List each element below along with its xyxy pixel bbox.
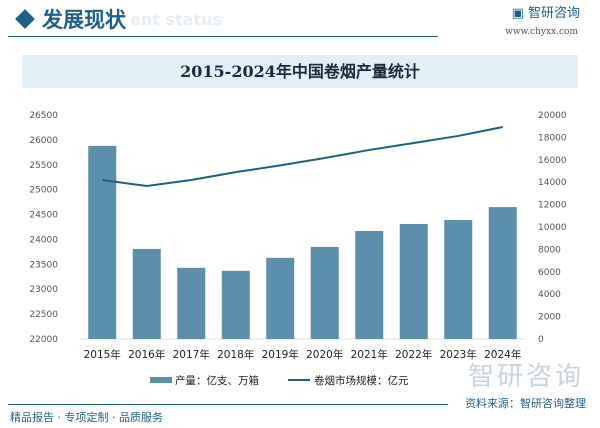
source-note: 资料来源：智研咨询整理 — [465, 397, 586, 410]
y-right-tick-label: 18000 — [538, 133, 567, 143]
chart-title: 2015-2024年中国卷烟产量统计 — [22, 55, 578, 88]
y-left-tick-label: 24500 — [29, 211, 58, 221]
section-header: 发展现状 ent status — [14, 4, 222, 34]
bar — [355, 230, 384, 339]
y-right-tick-label: 20000 — [538, 111, 567, 121]
y-right-tick-label: 14000 — [538, 178, 567, 188]
bar — [399, 224, 428, 339]
section-title: 发展现状 — [42, 7, 126, 32]
y-left-tick-label: 22000 — [29, 335, 58, 345]
y-left-tick-label: 23500 — [29, 260, 58, 270]
line-series — [102, 126, 503, 188]
bar — [177, 267, 206, 339]
brand-name: 智研咨询 — [527, 6, 580, 21]
x-tick-label: 2018年 — [217, 348, 254, 361]
y-right-tick-label: 2000 — [538, 313, 561, 323]
x-tick-label: 2019年 — [262, 348, 299, 361]
x-tick-label: 2015年 — [84, 348, 121, 361]
y-right-tick-label: 10000 — [538, 223, 567, 233]
y-right-tick-label: 0 — [538, 335, 544, 345]
x-tick-label: 2024年 — [484, 348, 521, 361]
y-left-tick-label: 25500 — [29, 161, 58, 171]
brand-url: www.chyxx.com — [505, 27, 578, 37]
legend-line-label: 卷烟市场规模：亿元 — [314, 374, 409, 387]
y-right-tick-label: 4000 — [538, 290, 561, 300]
x-tick-label: 2021年 — [351, 348, 388, 361]
footer-divider — [8, 404, 448, 405]
legend-bar-label: 产量：亿支、万箱 — [175, 374, 259, 387]
y-left-tick-label: 26500 — [29, 111, 58, 121]
y-right-tick-label: 16000 — [538, 156, 567, 166]
x-tick-label: 2022年 — [395, 348, 432, 361]
y-right-tick-label: 8000 — [538, 245, 561, 255]
x-tick-label: 2023年 — [440, 348, 477, 361]
bar — [310, 246, 339, 339]
x-tick-label: 2017年 — [173, 348, 210, 361]
bar — [488, 207, 517, 339]
footer-slogan: 精品报告 · 专项定制 · 品质服务 — [10, 411, 163, 424]
header-divider — [8, 36, 438, 37]
y-left-tick-label: 26000 — [29, 136, 58, 146]
bar — [266, 257, 295, 339]
y-left-tick-label: 23000 — [29, 285, 58, 295]
legend-bar-swatch — [150, 377, 172, 383]
x-tick-label: 2016年 — [128, 348, 165, 361]
bar — [221, 270, 250, 339]
section-subtitle: ent status — [130, 9, 222, 29]
y-right-tick-label: 6000 — [538, 268, 561, 278]
y-left-tick-label: 22500 — [29, 310, 58, 320]
bar — [88, 145, 117, 339]
watermark-logo: 智研咨询 — [467, 362, 584, 392]
y-left-tick-label: 24000 — [29, 235, 58, 245]
brand-logo: ▣ 智研咨询 — [511, 6, 580, 21]
y-left-tick-label: 25000 — [29, 186, 58, 196]
x-tick-label: 2020年 — [306, 348, 343, 361]
bar — [444, 220, 473, 339]
bar — [132, 248, 161, 339]
y-right-tick-label: 12000 — [538, 201, 567, 211]
